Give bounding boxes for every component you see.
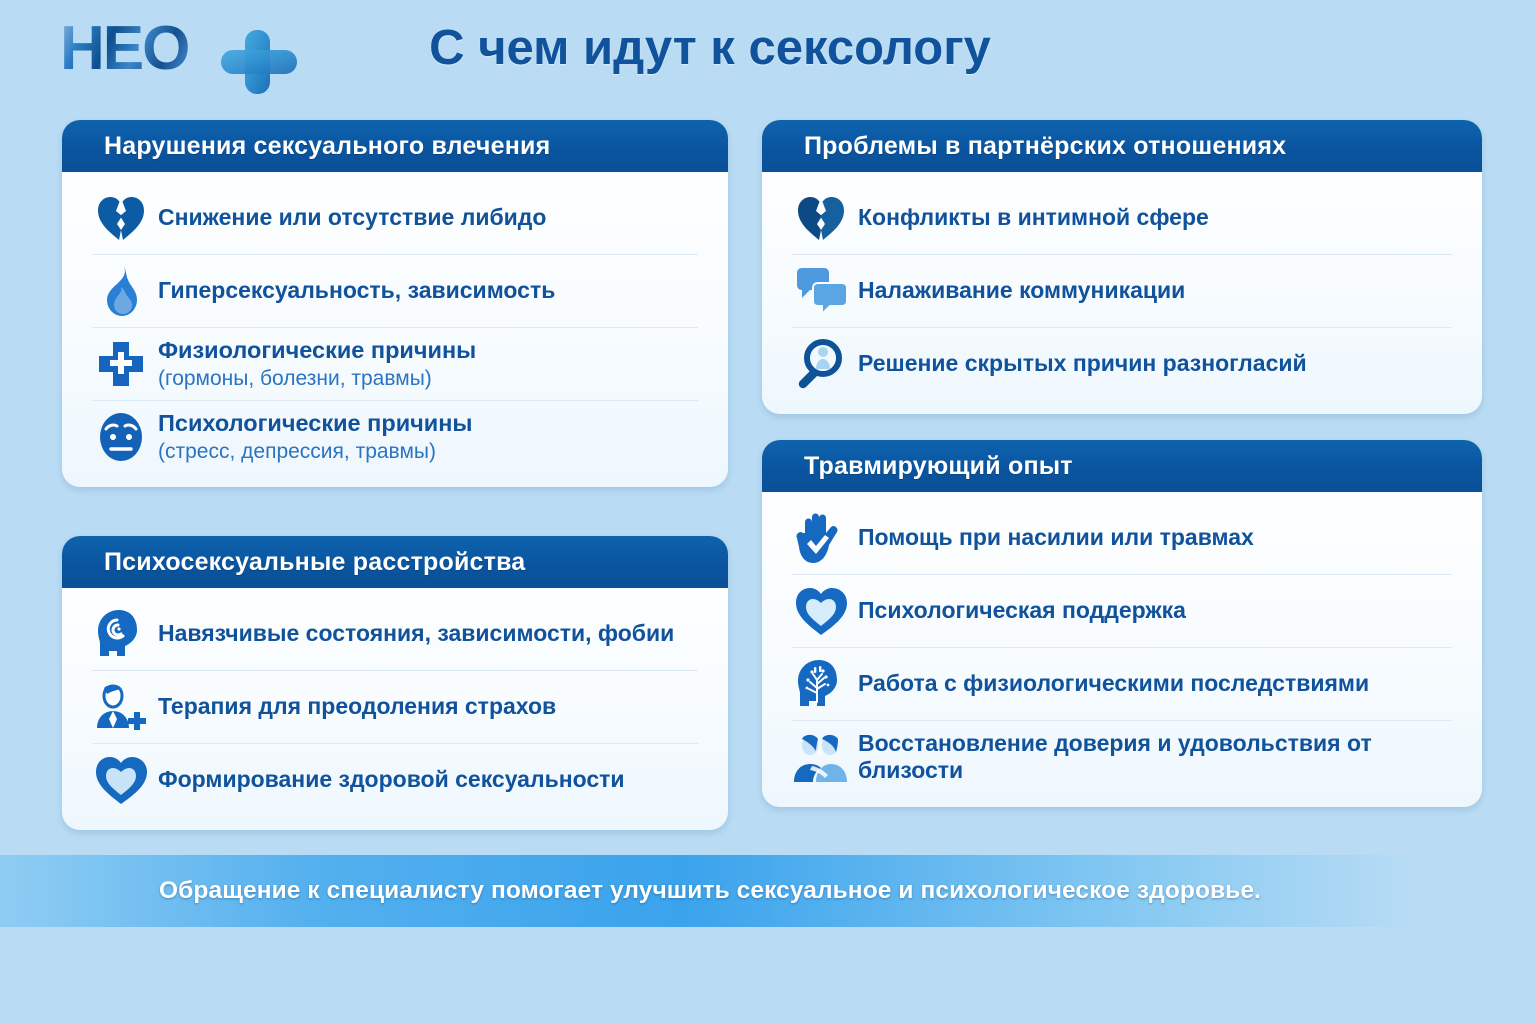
list-item[interactable]: Психологические причины (стресс, депресс… [92, 401, 698, 473]
list-item-label: Гиперсексуальность, зависимость [158, 277, 556, 304]
card-header: Психосексуальные расстройства [62, 536, 728, 588]
plus-icon [221, 30, 297, 94]
footer-banner: Обращение к специалисту помогает улучшит… [0, 855, 1420, 927]
brand-logo: НЕО [60, 14, 190, 83]
list-item-label: Терапия для преодоления страхов [158, 693, 557, 720]
card-sexual-desire-disorders: Нарушения сексуального влечения Снижение… [62, 120, 728, 487]
list-item-label: Конфликты в интимной сфере [858, 204, 1209, 231]
card-body: Снижение или отсутствие либидо Гиперсекс… [62, 172, 728, 487]
worried-face-icon [92, 408, 150, 466]
list-item-label: Восстановление доверия и удовольствия от… [858, 729, 1372, 783]
list-item-label: Формирование здоровой сексуальности [158, 766, 625, 793]
list-item[interactable]: Снижение или отсутствие либидо [92, 182, 698, 255]
list-item-sublabel: (стресс, депрессия, травмы) [158, 439, 436, 463]
list-item[interactable]: Гиперсексуальность, зависимость [92, 255, 698, 328]
list-item[interactable]: Навязчивые состояния, зависимости, фобии [92, 598, 698, 671]
footer-text: Обращение к специалисту помогает улучшит… [159, 877, 1261, 904]
person-plus-icon [92, 678, 150, 736]
list-item-label: Навязчивые состояния, зависимости, фобии [158, 620, 675, 647]
list-item[interactable]: Формирование здоровой сексуальности [92, 744, 698, 816]
card-psychosexual-disorders: Психосексуальные расстройства Навязчивые… [62, 536, 728, 830]
card-header: Нарушения сексуального влечения [62, 120, 728, 172]
medical-cross-icon [92, 335, 150, 393]
couple-hug-icon [792, 728, 850, 786]
list-item[interactable]: Решение скрытых причин разногласий [792, 328, 1452, 400]
heart-in-heart-icon [792, 582, 850, 640]
head-spiral-icon [92, 605, 150, 663]
card-title: Психосексуальные расстройства [104, 547, 526, 576]
list-item-label: Налаживание коммуникации [858, 277, 1186, 304]
hand-stop-check-icon [792, 509, 850, 567]
list-item[interactable]: Восстановление доверия и удовольствия от… [792, 721, 1452, 793]
speech-bubbles-icon [792, 262, 850, 320]
flame-icon [92, 262, 150, 320]
list-item[interactable]: Терапия для преодоления страхов [92, 671, 698, 744]
list-item-label: Решение скрытых причин разногласий [858, 350, 1307, 377]
card-title: Проблемы в партнёрских отношениях [804, 131, 1287, 160]
broken-heart-icon [92, 189, 150, 247]
card-header: Проблемы в партнёрских отношениях [762, 120, 1482, 172]
list-item[interactable]: Помощь при насилии или травмах [792, 502, 1452, 575]
list-item-label: Снижение или отсутствие либидо [158, 204, 547, 231]
magnifier-person-icon [792, 335, 850, 393]
card-traumatic-experience: Травмирующий опыт Помощь при насилии или… [762, 440, 1482, 807]
card-partner-relationship-problems: Проблемы в партнёрских отношениях Конфли… [762, 120, 1482, 414]
list-item-label: Работа с физиологическими последствиями [858, 670, 1370, 697]
card-body: Помощь при насилии или травмах Психологи… [762, 492, 1482, 807]
list-item[interactable]: Психологическая поддержка [792, 575, 1452, 648]
list-item-label: Психологические причины [158, 410, 473, 437]
list-item[interactable]: Работа с физиологическими последствиями [792, 648, 1452, 721]
page-title: С чем идут к сексологу [429, 21, 991, 75]
list-item[interactable]: Налаживание коммуникации [792, 255, 1452, 328]
broken-heart-icon [792, 189, 850, 247]
list-item-label: Психологическая поддержка [858, 597, 1186, 624]
page-header: НЕО С чем идут к сексологу [0, 0, 1536, 112]
card-title: Травмирующий опыт [804, 451, 1073, 480]
list-item[interactable]: Конфликты в интимной сфере [792, 182, 1452, 255]
card-body: Навязчивые состояния, зависимости, фобии… [62, 588, 728, 830]
list-item[interactable]: Физиологические причины (гормоны, болезн… [92, 328, 698, 401]
list-item-label: Физиологические причины [158, 337, 477, 364]
card-body: Конфликты в интимной сфере Налаживание к… [762, 172, 1482, 414]
card-title: Нарушения сексуального влечения [104, 131, 551, 160]
heart-in-heart-icon [92, 751, 150, 809]
list-item-label: Помощь при насилии или травмах [858, 524, 1254, 551]
head-tree-icon [792, 655, 850, 713]
card-header: Травмирующий опыт [762, 440, 1482, 492]
list-item-sublabel: (гормоны, болезни, травмы) [158, 366, 432, 390]
